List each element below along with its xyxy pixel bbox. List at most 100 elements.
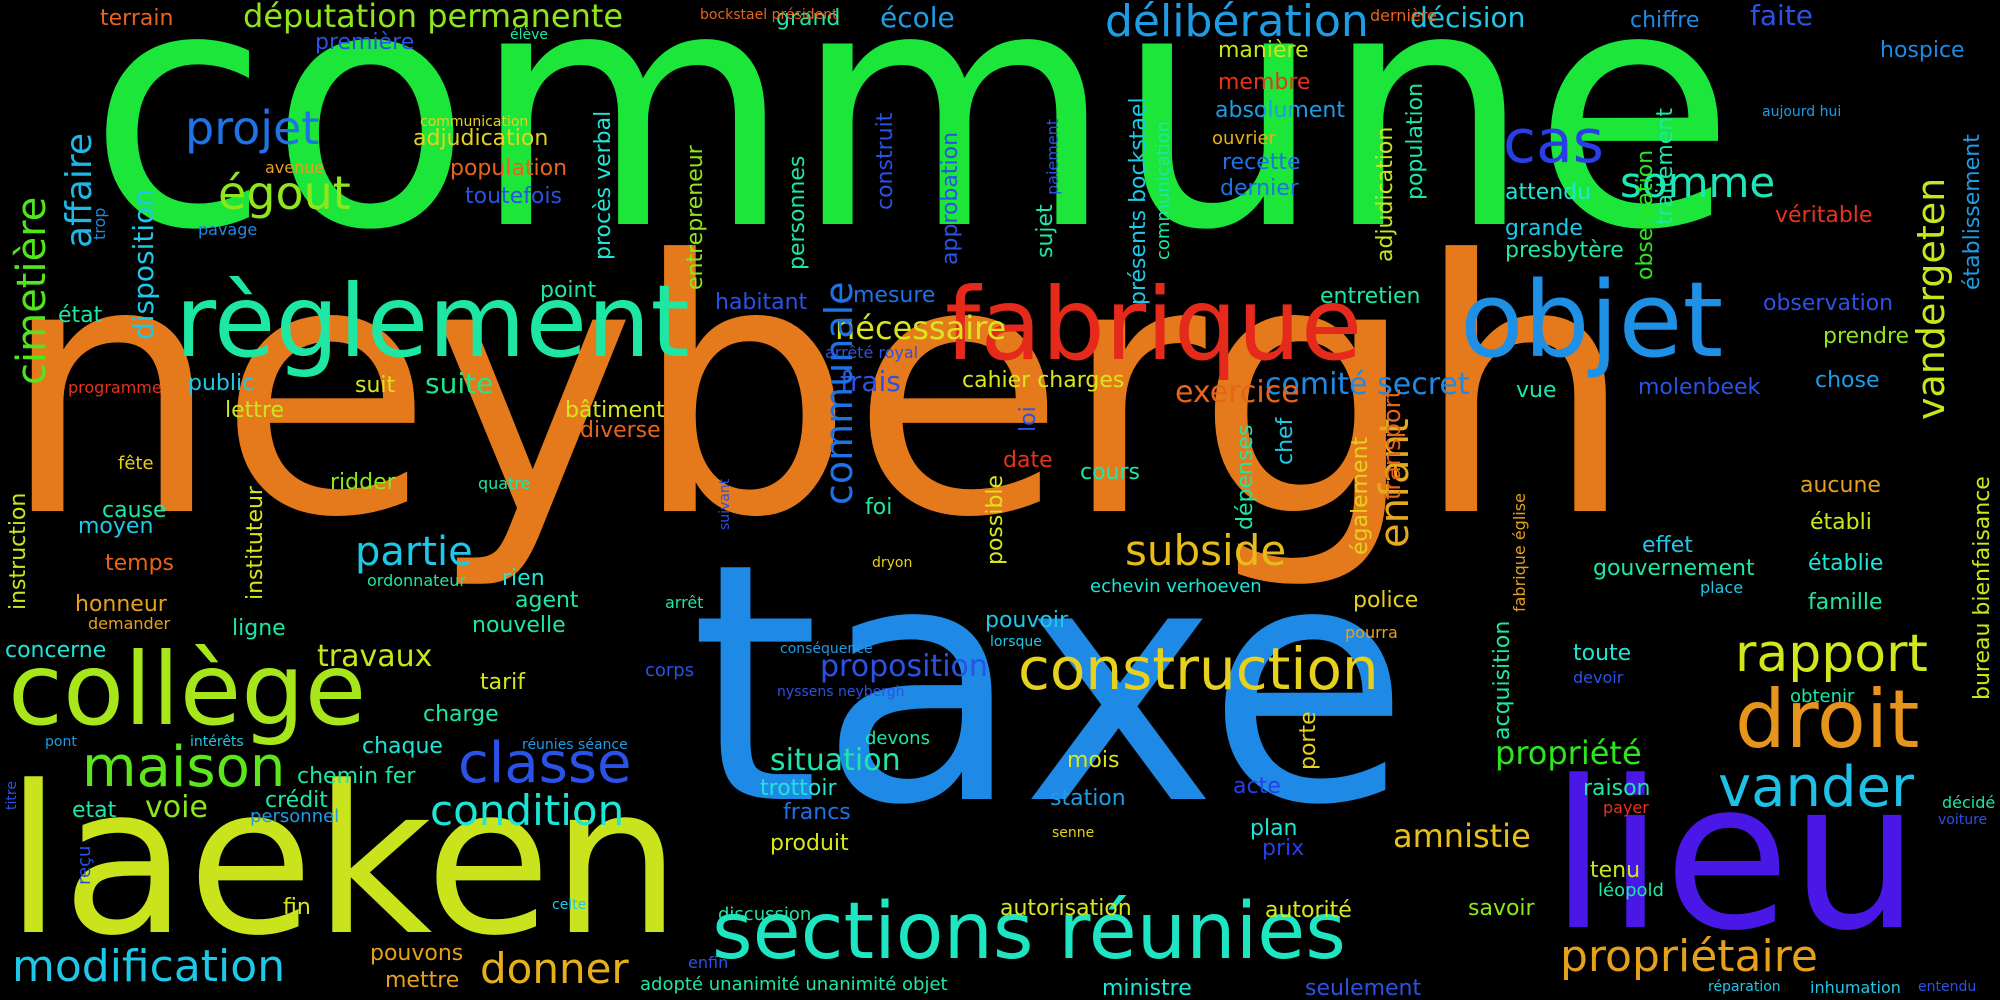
- word-vander: vander: [1718, 755, 1914, 820]
- word-recu: reçu: [74, 845, 95, 885]
- word-fabrique: fabrique: [945, 266, 1363, 383]
- word-concerne: concerne: [5, 638, 107, 663]
- word-seulement: seulement: [1305, 976, 1422, 1000]
- word-devoir: devoir: [1573, 668, 1624, 687]
- word-partie: partie: [355, 529, 473, 575]
- word-savoir: savoir: [1468, 896, 1535, 921]
- word-mettre: mettre: [385, 968, 460, 993]
- word-grande: presbytère: [1505, 238, 1624, 263]
- word-vandergeten: suite: [425, 367, 494, 400]
- word-pavage: population: [450, 156, 568, 181]
- word-toutefois: communication: [420, 114, 529, 130]
- word-comite-secret: travaux: [317, 639, 433, 674]
- word-arret: arrêt: [665, 593, 704, 612]
- word-entendu: entendu: [1918, 979, 1977, 995]
- word-sections-reunies: sections réunies: [712, 887, 1346, 977]
- word-ridder: ridder: [330, 470, 396, 495]
- word-moment: transport: [1378, 389, 1406, 500]
- word-prix: prix: [1262, 836, 1305, 861]
- word-plan: plan: [1250, 816, 1298, 841]
- word-membre: absolument: [1215, 98, 1345, 123]
- word-ministre: ministre: [1102, 976, 1192, 1000]
- word-chiffre: première: [315, 30, 415, 55]
- word-construction: construction: [1018, 635, 1379, 703]
- word-hospice: manière: [1218, 38, 1309, 63]
- word-temps: temps: [105, 551, 175, 576]
- word-prendre: prendre: [1823, 324, 1910, 349]
- word-adopte: adopté unanimité unanimité objet: [640, 974, 948, 995]
- word-point: point: [540, 278, 597, 303]
- word-presents-bockstael: présents bockstael: [1126, 97, 1151, 305]
- word-etablie: établie: [1808, 551, 1884, 576]
- word-etat-2: état: [58, 303, 103, 328]
- word-droit: droit: [1735, 673, 1920, 766]
- word-voiture: voiture: [1938, 812, 1988, 828]
- word-cause: cause: [102, 498, 167, 523]
- word-communication: communication: [1153, 120, 1174, 260]
- word-obtenir: obtenir: [1790, 686, 1855, 707]
- word-exercice: proposition: [820, 649, 988, 684]
- word-egalement: également: [1348, 436, 1373, 555]
- word-personnel: personnel: [250, 806, 340, 827]
- word-communale: situation: [770, 743, 901, 778]
- word-foi: foi: [865, 495, 893, 520]
- word-college: collège: [8, 631, 367, 748]
- word-acte: acte: [1233, 774, 1281, 799]
- word-mesure: mesure: [853, 283, 936, 308]
- word-loi: loi: [1016, 406, 1041, 432]
- word-terrain: grand: [776, 6, 841, 31]
- word-cas: cas: [1503, 107, 1605, 177]
- word-traitement: observation: [1633, 149, 1658, 280]
- word-francs: francs: [783, 800, 851, 825]
- word-commune: commune: [88, 0, 1736, 302]
- word-enfin: enfin: [688, 953, 729, 972]
- word-maniere: membre: [1218, 70, 1311, 95]
- word-etabli: établi: [1810, 510, 1872, 535]
- word-consequence: conséquence: [780, 641, 873, 657]
- word-personnes: personnes: [785, 155, 810, 270]
- word-habitant: habitant: [715, 290, 808, 315]
- word-pouvons: pouvons: [370, 941, 464, 966]
- word-deputation-permanente: députation permanente: [243, 0, 624, 35]
- word-agent: agent: [515, 588, 579, 613]
- word-quatre: quatre: [478, 474, 531, 493]
- word-bockstael-president: élève: [510, 27, 549, 43]
- word-trop: toutefois: [465, 184, 562, 209]
- word-date: date: [1003, 448, 1053, 473]
- word-fin: fin: [283, 895, 311, 920]
- word-honneur: honneur: [75, 592, 167, 617]
- word-deliberation: délibération: [1105, 0, 1369, 47]
- word-decide: décidé: [1942, 793, 1996, 812]
- word-laeken: laeken: [5, 743, 682, 981]
- word-ouvrier: recette: [1222, 150, 1301, 175]
- word-etat: etat: [72, 798, 117, 823]
- word-batiment: bâtiment: [565, 398, 665, 423]
- word-transport: terrain: [100, 6, 174, 31]
- word-proprietaire: propriétaire: [1560, 931, 1818, 982]
- word-rapport: rapport: [1735, 624, 1928, 684]
- word-titre: titre: [4, 781, 20, 810]
- word-arrete-royal: arrêté royal: [825, 343, 919, 362]
- word-cours: cours: [1080, 460, 1141, 485]
- word-etablissement: traitement: [1653, 108, 1678, 225]
- word-aucune: aucune: [1800, 473, 1881, 498]
- word-avenue: adjudication: [413, 126, 549, 151]
- word-reparation: réparation: [1708, 979, 1781, 995]
- word-ordonnateur: ordonnateur: [367, 571, 466, 590]
- word-police: police: [1353, 588, 1419, 613]
- word-disposition: faite: [1750, 0, 1813, 32]
- word-decision: comité secret: [1265, 367, 1470, 402]
- word-dryon: dryon: [872, 555, 913, 571]
- word-derniere: hospice: [1880, 38, 1965, 63]
- word-devons: devons: [865, 728, 930, 749]
- word-corps: corps: [645, 660, 695, 681]
- word-autorisation: autorisation: [1000, 896, 1132, 921]
- word-place: place: [1700, 578, 1744, 597]
- word-chose: chose: [1815, 368, 1880, 393]
- word-nouvelle: nouvelle: [472, 613, 566, 638]
- word-grand: chiffre: [1630, 8, 1700, 33]
- word-aujourd-hui: établissement: [1960, 134, 1985, 290]
- word-somme: somme: [1620, 158, 1776, 207]
- word-toute: toute: [1573, 641, 1632, 666]
- word-tarif: tarif: [480, 670, 526, 695]
